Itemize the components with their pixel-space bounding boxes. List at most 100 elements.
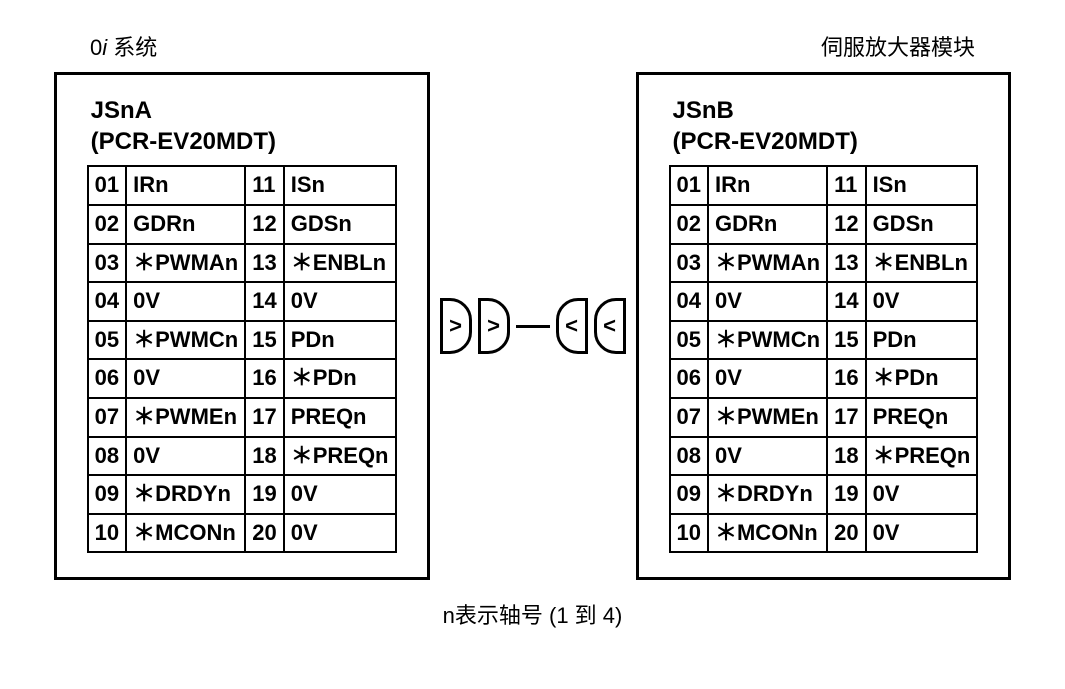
left-connector-name: JSnA [91, 97, 152, 124]
pin-number: 15 [245, 321, 283, 360]
arrow-left-2-icon: < [594, 298, 626, 354]
pin-number: 20 [827, 514, 865, 553]
pin-number: 17 [827, 398, 865, 437]
pin-number: 17 [245, 398, 283, 437]
pin-signal: 0V [708, 282, 827, 321]
pin-number: 08 [88, 437, 126, 476]
pin-signal: ＊PWMAn [126, 244, 245, 283]
header-row: 0i 系统 伺服放大器模块 [60, 30, 1005, 62]
pin-signal: ＊PWMCn [126, 321, 245, 360]
pin-number: 08 [670, 437, 708, 476]
pin-signal: GDSn [284, 205, 396, 244]
arrow-right-2-icon: > [478, 298, 510, 354]
pin-row: 040V140V [670, 282, 978, 321]
right-connector-model: (PCR-EV20MDT) [673, 128, 858, 155]
pin-number: 13 [827, 244, 865, 283]
pin-number: 02 [88, 205, 126, 244]
pin-row: 02GDRn12GDSn [88, 205, 396, 244]
pin-signal: ＊DRDYn [708, 475, 827, 514]
pin-signal: 0V [284, 514, 396, 553]
pin-signal: 0V [126, 437, 245, 476]
pin-signal: IRn [708, 166, 827, 205]
pin-signal: IRn [126, 166, 245, 205]
pin-signal: GDRn [708, 205, 827, 244]
pin-number: 12 [245, 205, 283, 244]
pin-number: 14 [827, 282, 865, 321]
pin-signal: 0V [708, 359, 827, 398]
pin-row: 05＊PWMCn15PDn [88, 321, 396, 360]
pin-signal: ＊PWMEn [126, 398, 245, 437]
pin-row: 09＊DRDYn190V [88, 475, 396, 514]
pin-number: 13 [245, 244, 283, 283]
left-connector-title: JSnA (PCR-EV20MDT) [91, 95, 397, 157]
pin-signal: ＊PREQn [866, 437, 978, 476]
pin-signal: 0V [866, 475, 978, 514]
pin-signal: GDSn [866, 205, 978, 244]
pin-number: 09 [670, 475, 708, 514]
pin-row: 07＊PWMEn17PREQn [88, 398, 396, 437]
pin-signal: ＊PDn [284, 359, 396, 398]
pin-row: 03＊PWMAn13＊ENBLn [670, 244, 978, 283]
pin-number: 04 [670, 282, 708, 321]
pin-row: 07＊PWMEn17PREQn [670, 398, 978, 437]
pin-number: 06 [88, 359, 126, 398]
diagram-row: JSnA (PCR-EV20MDT) 01IRn11ISn02GDRn12GDS… [60, 72, 1005, 580]
arrow-left-1-icon: < [556, 298, 588, 354]
arrow-right-1-icon: > [440, 298, 472, 354]
pin-number: 16 [245, 359, 283, 398]
pin-number: 16 [827, 359, 865, 398]
pin-number: 09 [88, 475, 126, 514]
pin-signal: PDn [866, 321, 978, 360]
pin-signal: GDRn [126, 205, 245, 244]
pin-signal: ＊MCONn [708, 514, 827, 553]
pin-row: 09＊DRDYn190V [670, 475, 978, 514]
right-pin-table: 01IRn11ISn02GDRn12GDSn03＊PWMAn13＊ENBLn04… [669, 165, 979, 553]
pin-number: 05 [670, 321, 708, 360]
pin-number: 01 [88, 166, 126, 205]
pin-signal: ＊DRDYn [126, 475, 245, 514]
pin-number: 19 [827, 475, 865, 514]
left-suffix: 系统 [107, 35, 157, 60]
pin-number: 19 [245, 475, 283, 514]
pin-number: 18 [245, 437, 283, 476]
pin-number: 05 [88, 321, 126, 360]
pin-signal: ISn [866, 166, 978, 205]
pin-row: 060V16＊PDn [670, 359, 978, 398]
pin-row: 080V18＊PREQn [670, 437, 978, 476]
pin-number: 06 [670, 359, 708, 398]
pin-row: 05＊PWMCn15PDn [670, 321, 978, 360]
pin-number: 04 [88, 282, 126, 321]
pin-signal: ＊MCONn [126, 514, 245, 553]
pin-number: 07 [670, 398, 708, 437]
pin-number: 11 [827, 166, 865, 205]
pin-row: 060V16＊PDn [88, 359, 396, 398]
pin-number: 03 [670, 244, 708, 283]
pin-row: 03＊PWMAn13＊ENBLn [88, 244, 396, 283]
pin-number: 20 [245, 514, 283, 553]
pin-signal: 0V [866, 514, 978, 553]
right-connector-box: JSnB (PCR-EV20MDT) 01IRn11ISn02GDRn12GDS… [636, 72, 1012, 580]
left-prefix: 0 [90, 35, 102, 60]
pin-signal: ＊PWMAn [708, 244, 827, 283]
right-connector-title: JSnB (PCR-EV20MDT) [673, 95, 979, 157]
pin-row: 10＊MCONn200V [88, 514, 396, 553]
pin-row: 01IRn11ISn [670, 166, 978, 205]
pin-signal: ＊ENBLn [284, 244, 396, 283]
pin-signal: 0V [126, 359, 245, 398]
pin-signal: ＊ENBLn [866, 244, 978, 283]
right-connector-name: JSnB [673, 97, 734, 124]
link-wire [516, 325, 550, 328]
pin-number: 02 [670, 205, 708, 244]
pin-row: 080V18＊PREQn [88, 437, 396, 476]
pin-row: 01IRn11ISn [88, 166, 396, 205]
right-module-label: 伺服放大器模块 [821, 30, 975, 62]
pin-row: 10＊MCONn200V [670, 514, 978, 553]
pin-signal: ＊PREQn [284, 437, 396, 476]
pin-signal: ＊PWMCn [708, 321, 827, 360]
left-system-label: 0i 系统 [90, 30, 157, 62]
pin-signal: PREQn [284, 398, 396, 437]
pin-number: 14 [245, 282, 283, 321]
pin-number: 15 [827, 321, 865, 360]
pin-signal: ＊PWMEn [708, 398, 827, 437]
pin-row: 02GDRn12GDSn [670, 205, 978, 244]
